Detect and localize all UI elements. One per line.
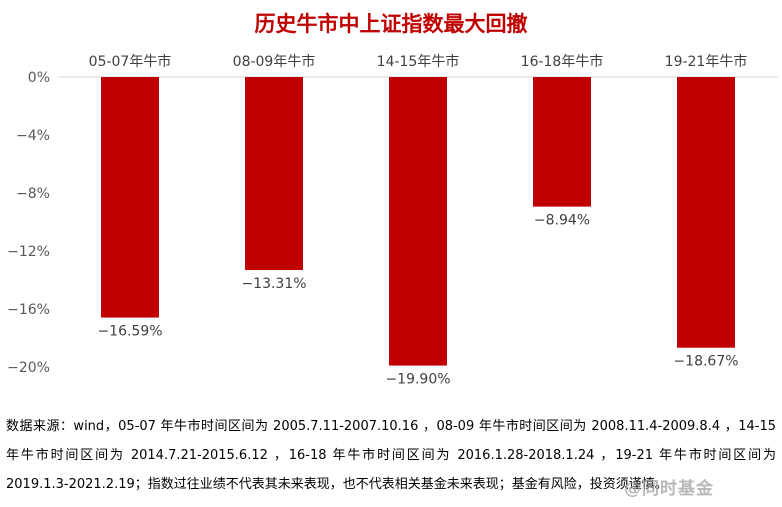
bar-value-label: −16.59% bbox=[97, 324, 162, 340]
x-axis: 05-07年牛市 08-09年牛市 14-15年牛市 16-18年牛市 19-21年牛市 bbox=[58, 53, 778, 78]
category-label: 05-07年牛市 bbox=[89, 53, 172, 70]
value-labels: −16.59% −13.31% −19.90% −8.94% −18.67% bbox=[97, 213, 738, 388]
bar-value-label: −13.31% bbox=[241, 276, 306, 292]
y-tick-label: −20% bbox=[7, 360, 50, 376]
bar-value-label: −19.90% bbox=[385, 372, 450, 388]
y-tick-label: −8% bbox=[16, 186, 50, 202]
watermark: @同时基金 bbox=[624, 479, 714, 499]
bar bbox=[533, 77, 591, 207]
chart-title: 历史牛市中上证指数最大回撤 bbox=[254, 12, 528, 36]
y-tick-label: −12% bbox=[7, 244, 50, 260]
bar bbox=[389, 77, 447, 366]
category-label: 08-09年牛市 bbox=[233, 53, 316, 70]
source-note: 数据来源：wind，05-07 年牛市时间区间为 2005.7.11-2007.… bbox=[6, 419, 776, 492]
y-tick-label: −4% bbox=[16, 128, 50, 144]
y-axis: 0% −4% −8% −12% −16% −20% bbox=[7, 70, 50, 376]
category-label: 14-15年牛市 bbox=[377, 53, 460, 70]
y-tick-label: 0% bbox=[28, 70, 50, 86]
category-label: 16-18年牛市 bbox=[521, 53, 604, 70]
bars bbox=[101, 77, 735, 366]
bar bbox=[245, 77, 303, 270]
y-tick-label: −16% bbox=[7, 302, 50, 318]
bar-chart: 0% −4% −8% −12% −16% −20% 05-07年牛市 08-09年牛市 14-… bbox=[7, 53, 778, 388]
category-label: 19-21年牛市 bbox=[665, 53, 748, 70]
bar bbox=[677, 77, 735, 348]
bar-value-label: −18.67% bbox=[673, 354, 738, 370]
bar-value-label: −8.94% bbox=[534, 213, 590, 229]
bar bbox=[101, 77, 159, 318]
